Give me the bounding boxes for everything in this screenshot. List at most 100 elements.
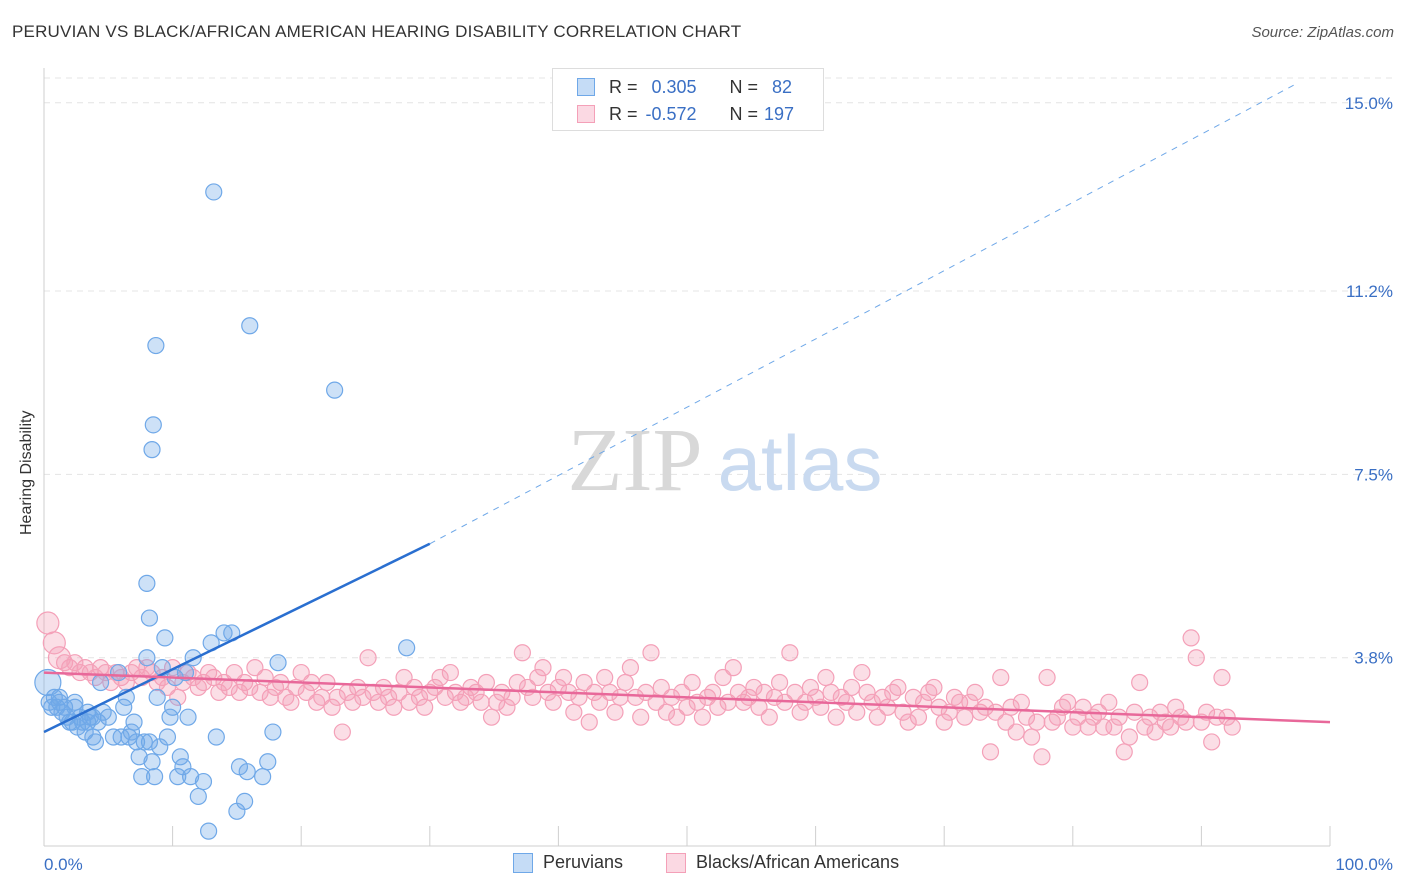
point-peruvians	[156, 629, 174, 647]
point-blacks	[1059, 693, 1077, 711]
point-blacks	[328, 688, 346, 706]
x-tick-label-start: 0.0%	[44, 855, 83, 874]
point-peruvians	[122, 723, 141, 741]
point-peruvians	[398, 639, 416, 657]
point-peruvians	[115, 698, 133, 716]
point-peruvians	[66, 693, 84, 711]
point-blacks	[832, 688, 850, 706]
point-peruvians	[158, 728, 177, 746]
legend-row-peruvians: R = 0.305 N = 82	[577, 75, 792, 99]
point-peruvians	[171, 748, 189, 766]
point-blacks	[436, 688, 454, 706]
bottom-legend-label: Peruvians	[543, 852, 624, 872]
point-blacks	[431, 668, 449, 687]
point-blacks	[611, 688, 629, 706]
point-blacks	[745, 678, 763, 697]
legend-swatch-peruvians	[577, 78, 595, 96]
point-blacks	[580, 713, 598, 731]
point-blacks	[1136, 718, 1154, 736]
point-peruvians	[143, 441, 161, 459]
point-blacks	[601, 683, 619, 702]
point-blacks	[1187, 649, 1205, 667]
point-peruvians	[140, 733, 159, 751]
point-peruvians	[254, 768, 272, 786]
point-peruvians	[138, 574, 156, 592]
point-blacks	[1007, 723, 1025, 741]
point-blacks	[966, 683, 984, 702]
point-blacks	[112, 668, 130, 687]
point-blacks	[956, 708, 974, 726]
point-blacks	[308, 693, 326, 711]
point-peruvians	[99, 708, 117, 726]
point-blacks	[292, 663, 310, 682]
x-tick-label-end: 100.0%	[1335, 855, 1393, 874]
point-blacks	[575, 673, 593, 692]
legend-n-value: 197	[764, 103, 795, 124]
point-peruvians	[140, 609, 159, 627]
point-blacks	[1038, 668, 1056, 687]
point-peruvians	[109, 663, 128, 682]
point-blacks	[513, 644, 531, 662]
point-blacks	[385, 698, 403, 716]
point-blacks	[354, 688, 372, 706]
point-blacks	[1156, 713, 1174, 731]
point-peruvians	[189, 787, 207, 806]
point-blacks	[925, 678, 943, 697]
point-blacks	[297, 683, 315, 702]
watermark: ZIP atlas	[568, 411, 883, 510]
point-peruvians	[147, 336, 165, 355]
point-blacks	[266, 678, 285, 697]
point-peruvians	[161, 708, 179, 726]
legend-swatch-blacks	[577, 105, 595, 123]
bottom-legend-blacks: Blacks/African Americans	[666, 852, 899, 873]
point-blacks	[524, 688, 542, 706]
point-blacks	[462, 678, 480, 697]
point-blacks	[1213, 668, 1231, 687]
legend-n-value: 82	[772, 76, 793, 97]
point-blacks	[909, 708, 928, 726]
point-blacks	[976, 698, 994, 716]
axes	[43, 68, 1331, 847]
point-blacks	[534, 659, 552, 677]
legend-r-label: R =	[609, 76, 638, 97]
point-blacks	[889, 678, 907, 697]
point-blacks	[981, 743, 1000, 761]
legend-n-label: N =	[729, 76, 759, 97]
point-blacks	[884, 683, 902, 702]
point-blacks	[724, 659, 742, 677]
point-blacks	[770, 673, 789, 692]
point-blacks	[472, 693, 490, 711]
point-blacks	[683, 673, 701, 692]
point-blacks	[477, 673, 495, 692]
y-tick-label: 11.2%	[1346, 282, 1393, 301]
watermark-atlas: atlas	[718, 419, 883, 507]
point-peruvians	[200, 822, 218, 840]
point-blacks	[544, 693, 562, 711]
point-blacks	[606, 703, 624, 721]
point-blacks	[1048, 708, 1066, 726]
point-peruvians	[169, 768, 187, 786]
point-blacks	[1023, 728, 1041, 746]
point-blacks	[827, 708, 845, 726]
grid	[44, 77, 1392, 659]
point-peruvians	[236, 792, 254, 811]
point-peruvians	[148, 688, 166, 706]
point-peruvians	[135, 733, 153, 751]
point-blacks	[42, 631, 66, 655]
point-blacks	[1223, 718, 1241, 736]
point-blacks	[693, 708, 712, 726]
point-peruvians	[264, 723, 282, 741]
point-blacks	[416, 698, 434, 716]
point-peruvians	[205, 183, 223, 201]
point-peruvians	[89, 713, 107, 731]
point-blacks	[333, 723, 351, 741]
trend-peruvians-extrapolated	[429, 82, 1299, 545]
point-blacks	[822, 683, 840, 702]
point-peruvians	[164, 698, 182, 716]
point-blacks	[1105, 718, 1123, 736]
y-tick-label: 3.8%	[1354, 649, 1393, 668]
point-blacks	[858, 683, 876, 702]
legend-r-label: R =	[609, 103, 638, 124]
point-blacks	[1115, 743, 1133, 761]
